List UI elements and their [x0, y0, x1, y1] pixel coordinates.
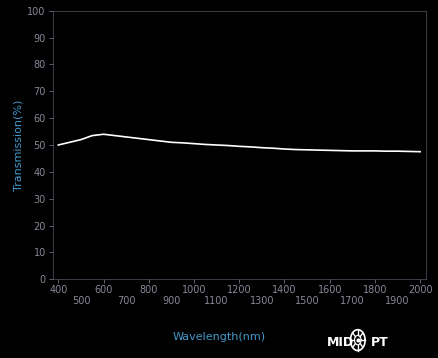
Text: PT: PT	[370, 336, 388, 349]
Text: Wavelength(nm): Wavelength(nm)	[173, 332, 265, 342]
Y-axis label: Transmission(%): Transmission(%)	[13, 99, 23, 191]
Text: MID: MID	[326, 336, 353, 349]
